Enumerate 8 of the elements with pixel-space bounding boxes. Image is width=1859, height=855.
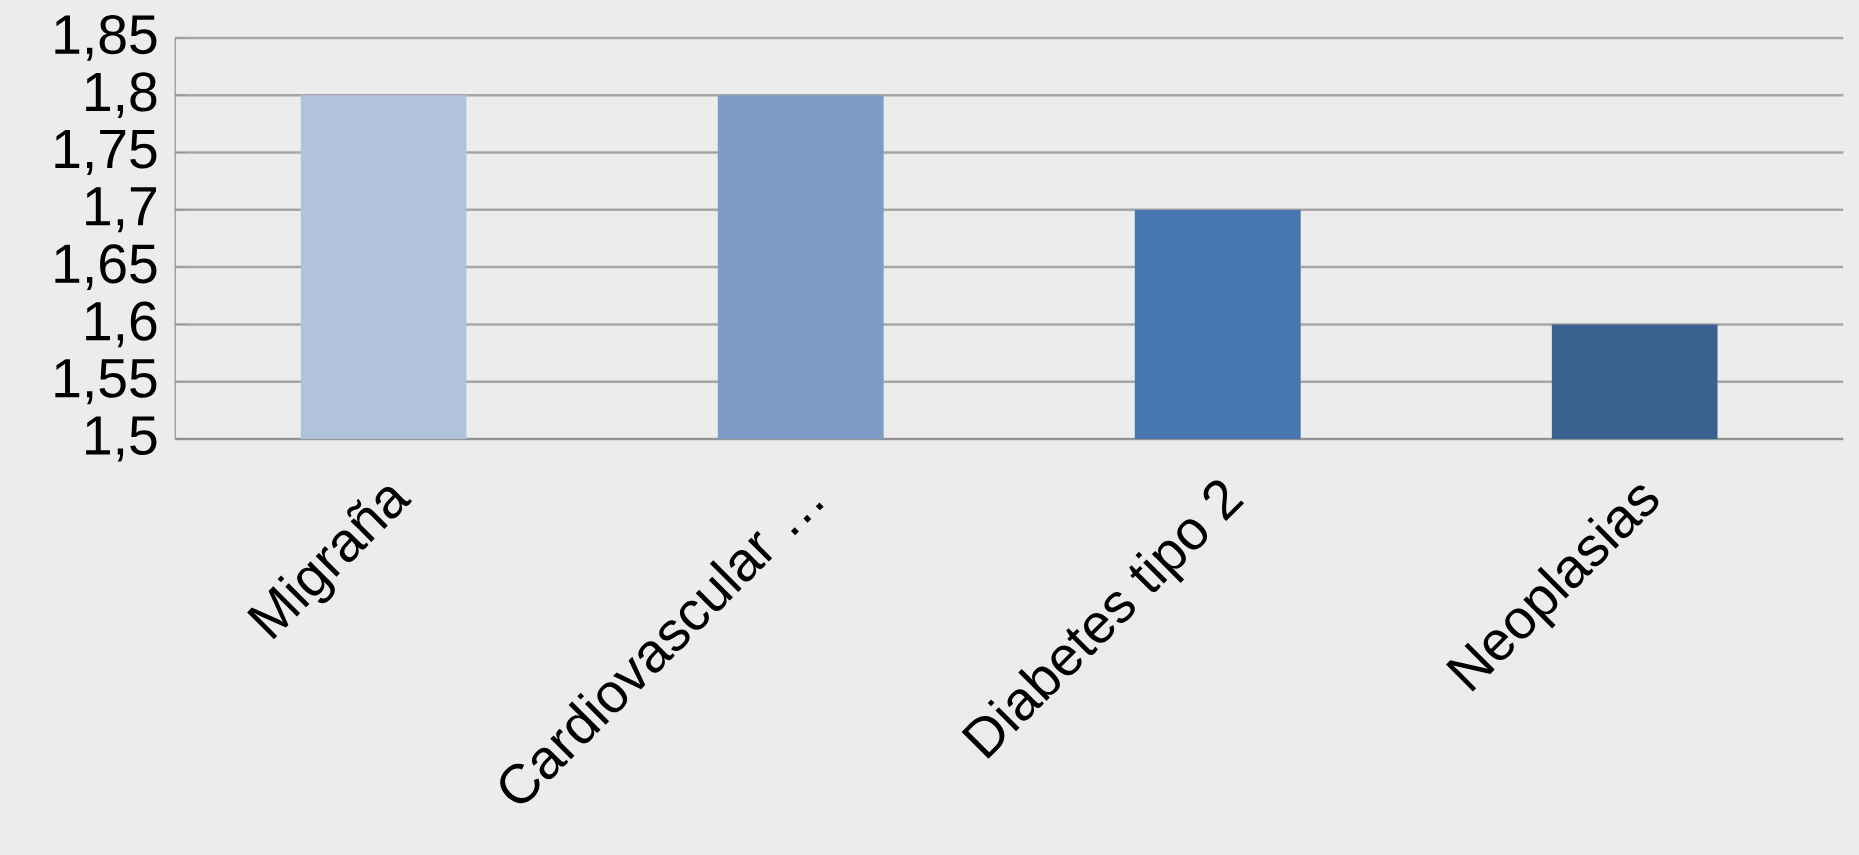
y-tick-label: 1,8: [86, 72, 157, 118]
y-tick-label: 1,6: [86, 301, 157, 348]
y-tick-label: 1,55: [55, 359, 157, 405]
y-tick-label: 1,7: [86, 187, 156, 233]
y-tick-label: 1,75: [55, 129, 157, 175]
y-tick-label: 1,85: [55, 14, 157, 61]
y-tick-label: 1,65: [55, 244, 157, 290]
y-tick-label: 1,5: [86, 416, 157, 462]
